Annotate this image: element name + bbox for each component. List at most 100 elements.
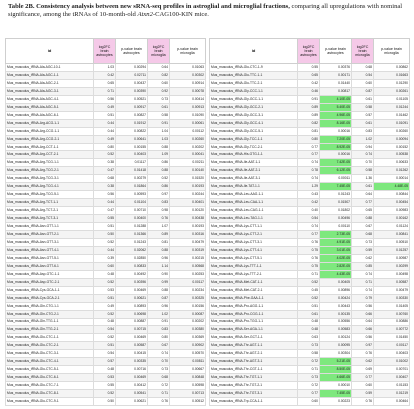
table-cell: 0.71 xyxy=(297,269,320,279)
table-cell: 0.61 xyxy=(351,118,374,128)
table-cell: Mus_musculus_tRNA-Lys-CTT-3-1 xyxy=(209,237,298,247)
table-row: Mus_musculus_tRNA-Leu-AAG-1-1 0.43 0.01243… xyxy=(209,190,410,200)
table-cell: 0.00833 xyxy=(115,261,148,271)
table-cell: Mus_musculus_tRNA-Leu-TAG-1-1 xyxy=(209,214,298,224)
table-cell: 0.62 xyxy=(351,357,374,367)
table-row: Mus_musculus_tRNA-Leu-TAG-1-1 0.54 0.00496… xyxy=(209,214,410,224)
table-cell: Mus_musculus_tRNA-Ala-AGC-6-1 xyxy=(5,110,94,120)
right-table-body: Mus_musculus_tRNA-Glu-CTC-1-9 0.55 0.00376… xyxy=(209,63,410,406)
table-cell: 0.00414 xyxy=(169,94,206,104)
table-row: Mus_musculus_tRNA-Lys-TTT-1-1 0.75 2.82E-0… xyxy=(209,261,410,271)
table-cell: 0.71 xyxy=(351,277,374,287)
table-cell: 0.91 xyxy=(297,94,320,104)
table-cell: 0.01243 xyxy=(319,190,352,200)
table-cell: 0.00593 xyxy=(115,190,148,200)
table-row: Mus_musculus_tRNA-Lys-CTT-5-1 0.76 4.02E-0… xyxy=(209,253,410,263)
table-cell: 0.00202 xyxy=(169,317,206,327)
table-row: Mus_musculus_tRNA-Met-CAT-2-1 0.45 0.00896… xyxy=(209,285,410,295)
table-cell: 0.59 xyxy=(351,245,374,255)
table-cell: 0.00454 xyxy=(373,198,410,208)
header-pv-micro: p-value brain microglia xyxy=(373,38,410,64)
table-cell: 0.00193 xyxy=(169,182,206,192)
table-cell: 0.49 xyxy=(93,134,116,144)
table-cell: Mus_musculus_tRNA-Ser-GCT-1-1 xyxy=(209,333,298,343)
table-cell: 0.77 xyxy=(351,198,374,208)
table-cell: 0.60 xyxy=(93,261,116,271)
table-cell: 0.99 xyxy=(147,277,170,287)
left-table: id log2FC brain astrocytes p-value brain… xyxy=(5,38,206,406)
table-cell: 0.64 xyxy=(351,317,374,327)
table-cell: 0.74 xyxy=(351,150,374,160)
table-cell: Mus_musculus_tRNA-Leu-CAG-1-1 xyxy=(209,206,298,216)
table-cell: 4.02E-05 xyxy=(319,253,352,263)
table-cell: 0.75 xyxy=(297,245,320,255)
table-cell: Mus_musculus_tRNA-Ile-AAT-3-1 xyxy=(209,174,298,184)
table-cell: 1.02 xyxy=(147,309,170,319)
table-row: Mus_musculus_tRNA-Gly-GCC-1-1 0.91 4.10E-0… xyxy=(209,94,410,104)
table-row: Mus_musculus_tRNA-Glu-CTC-1-1 0.52 0.00469… xyxy=(5,333,206,343)
table-cell: Mus_musculus_tRNA-Gly-GCC-3-1 xyxy=(209,110,298,120)
table-cell: Mus_musculus_tRNA-Cys-GCA-2-1 xyxy=(5,293,94,303)
table-cell: 0.88 xyxy=(147,142,170,152)
table-cell: 0.96 xyxy=(147,301,170,311)
table-cell: 0.00325 xyxy=(169,293,206,303)
table-cell: 0.01090 xyxy=(169,110,206,120)
table-cell: Mus_musculus_tRNA-Glu-CTC-7-1 xyxy=(5,381,94,391)
table-row: Mus_musculus_tRNA-Arg-CCG-2-1 0.49 0.00641… xyxy=(5,134,206,144)
table-cell: 0.00095 xyxy=(319,341,352,351)
table-row: Mus_musculus_tRNA-Cys-GCA-1-1 0.53 0.00469… xyxy=(5,285,206,295)
table-cell: Mus_musculus_tRNA-Lys-CTT-1-1 xyxy=(209,222,298,232)
table-row: Mus_musculus_tRNA-His-GTG-1-1 0.77 0.00016… xyxy=(209,150,410,160)
table-cell: Mus_musculus_tRNA-Glu-CTC-5-1 xyxy=(5,365,94,375)
table-cell: 0.50 xyxy=(93,397,116,406)
table-row: Mus_musculus_tRNA-Lys-CTT-2-1 0.77 2.73E-0… xyxy=(209,230,410,239)
table-cell: 0.54 xyxy=(93,349,116,359)
table-cell: 0.00014 xyxy=(373,174,410,184)
table-cell: Mus_musculus_tRNA-Ser-AGA-1-1 xyxy=(209,325,298,335)
table-cell: 0.00521 xyxy=(115,94,148,104)
table-cell: 0.00556 xyxy=(319,317,352,327)
table-cell: 0.51 xyxy=(93,222,116,232)
table-cell: 0.01262 xyxy=(373,166,410,176)
table-row: Mus_musculus_tRNA-Glu-CTC-8-1 0.52 0.00541… xyxy=(5,389,206,399)
table-row: Mus_musculus_tRNA-Asn-GTT-3-1 0.52 0.01243… xyxy=(5,237,206,247)
table-cell: Mus_musculus_tRNA-Arg-TCG-5-1 xyxy=(5,190,94,200)
table-cell: 0.00061 xyxy=(169,118,206,128)
table-cell: 0.44 xyxy=(93,126,116,136)
table-cell: 0.00902 xyxy=(169,341,206,351)
table-cell: Mus_musculus_tRNA-Thr-AGT-3-1 xyxy=(209,357,298,367)
table-cell: 0.56 xyxy=(93,94,116,104)
table-cell: 0.94 xyxy=(351,142,374,152)
table-cell: 0.00330 xyxy=(373,293,410,303)
caption-line3a: -CAG100-KIN xyxy=(152,11,193,19)
table-cell: 4.96E-05 xyxy=(319,110,352,120)
table-cell: 0.51 xyxy=(93,341,116,351)
table-cell: 0.50 xyxy=(93,230,116,239)
table-cell: Mus_musculus_tRNA-Leu-AAG-1-1 xyxy=(209,190,298,200)
table-cell: 0.68 xyxy=(147,373,170,383)
table-cell: 1.03 xyxy=(147,134,170,144)
table-cell: 0.00380 xyxy=(169,325,206,335)
table-cell: Mus_musculus_tRNA-Glu-CTC-1-9 xyxy=(209,63,298,72)
table-cell: 0.44 xyxy=(93,118,116,128)
table-cell: Mus_musculus_tRNA-Asn-GTT-2-1 xyxy=(5,230,94,239)
table-cell: 0.00469 xyxy=(115,285,148,295)
table-cell: 0.70 xyxy=(351,158,374,168)
table-row: Mus_musculus_tRNA-Gln-TTG-1-1 0.48 0.00887… xyxy=(5,317,206,327)
table-cell: 1.03 xyxy=(93,63,116,72)
table-cell: 0.01462 xyxy=(373,110,410,120)
table-cell: 0.66 xyxy=(351,309,374,319)
table-cell: 0.74 xyxy=(351,285,374,295)
table-cell: 0.77 xyxy=(297,142,320,152)
table-cell: 0.02850 xyxy=(115,253,148,263)
table-cell: 0.00479 xyxy=(169,237,206,247)
table-cell: 0.01663 xyxy=(373,70,410,80)
table-cell: Mus_musculus_tRNA-Pro-CGG-1-1 xyxy=(209,309,298,319)
table-cell: Mus_musculus_tRNA-Thr-TGT-3-1 xyxy=(209,389,298,399)
table-cell: 0.00390 xyxy=(115,86,148,96)
table-cell: 0.00016 xyxy=(319,126,352,136)
table-row: Mus_musculus_tRNA-Arg-TCG-5-1 0.56 0.00593… xyxy=(5,190,206,200)
table-cell: 0.67 xyxy=(147,341,170,351)
table-cell: Mus_musculus_tRNA-Thr-TGT-2-1 xyxy=(209,381,298,391)
table-cell: 0.01520 xyxy=(169,174,206,184)
